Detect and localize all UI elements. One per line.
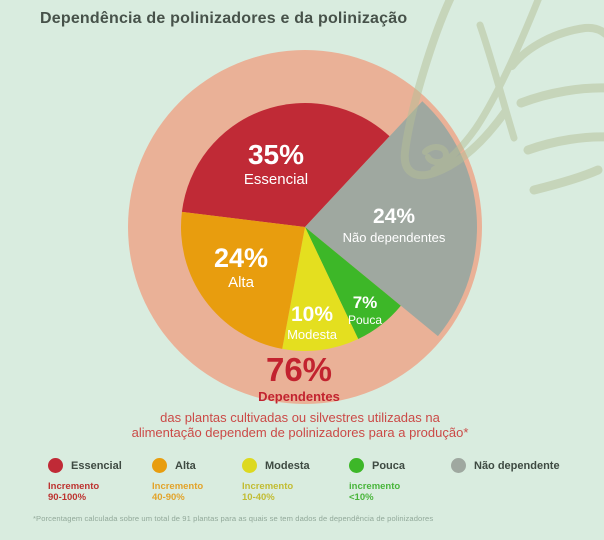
page-title: Dependência de polinizadores e da polini…	[40, 10, 408, 27]
legend-label-alta: Alta	[175, 459, 196, 472]
slice-label-modesta: 10% Modesta	[287, 304, 337, 341]
slice-value-essencial: 35%	[247, 139, 305, 170]
legend-swatch-pouca	[349, 458, 364, 473]
slice-name-pouca: Pouca	[347, 313, 383, 327]
legend-increment-alta: Incremento 40-90%	[152, 481, 204, 503]
pie-slice-essencial	[181, 102, 390, 227]
slice-name-nao-dependentes: Não dependentes	[342, 230, 446, 245]
legend-label-pouca: Pouca	[372, 459, 406, 472]
legend-increment-modesta: Incremento 10-40%	[242, 481, 294, 503]
chart-caption: das plantas cultivadas ou silvestres uti…	[60, 410, 540, 441]
footnote: *Porcentagem calculada sobre um total de…	[33, 514, 434, 523]
slice-label-pouca: 7% Pouca	[348, 294, 382, 326]
legend-label-modesta: Modesta	[265, 459, 310, 472]
slice-name-alta: Alta	[228, 274, 254, 291]
pie-slice-modesta	[282, 227, 359, 351]
slice-value-modesta: 10%	[290, 303, 334, 326]
legend-increment-essencial: Incremento 90-100%	[48, 481, 100, 503]
slice-name-modesta: Modesta	[287, 327, 337, 342]
caption-line-2: alimentação dependem de polinizadores pa…	[131, 425, 469, 441]
annotation-value: 76%	[265, 351, 333, 388]
slice-name-essencial: Essencial	[243, 171, 309, 188]
pie-slice-alta	[181, 211, 305, 349]
legend-item-modesta: Modesta Incremento 10-40%	[242, 458, 310, 504]
caption-line-1: das plantas cultivadas ou silvestres uti…	[160, 410, 440, 425]
slice-value-nao-dependentes: 24%	[372, 205, 416, 228]
slice-label-alta: 24% Alta	[213, 243, 269, 291]
legend-increment-pouca: incremento <10%	[349, 481, 401, 503]
pie-slice-pouca	[305, 227, 401, 340]
slice-label-essencial: 35% Essencial	[243, 139, 309, 188]
slice-value-pouca: 7%	[352, 293, 378, 312]
legend-swatch-modesta	[242, 458, 257, 473]
slice-value-alta: 24%	[213, 243, 269, 273]
annotation-dependentes: 76% Dependentes	[258, 353, 340, 403]
legend-swatch-essencial	[48, 458, 63, 473]
legend-item-pouca: Pouca incremento <10%	[349, 458, 405, 504]
legend-label-essencial: Essencial	[71, 459, 122, 472]
slice-label-nao-dependentes: 24% Não dependentes	[343, 206, 446, 244]
legend-item-nao-dependente: Não dependente	[451, 458, 560, 473]
legend-item-alta: Alta Incremento 40-90%	[152, 458, 203, 504]
legend-item-essencial: Essencial Incremento 90-100%	[48, 458, 122, 504]
annotation-label: Dependentes	[258, 389, 340, 404]
legend-swatch-nao-dependente	[451, 458, 466, 473]
legend-swatch-alta	[152, 458, 167, 473]
legend-label-nao-dependente: Não dependente	[474, 459, 560, 472]
